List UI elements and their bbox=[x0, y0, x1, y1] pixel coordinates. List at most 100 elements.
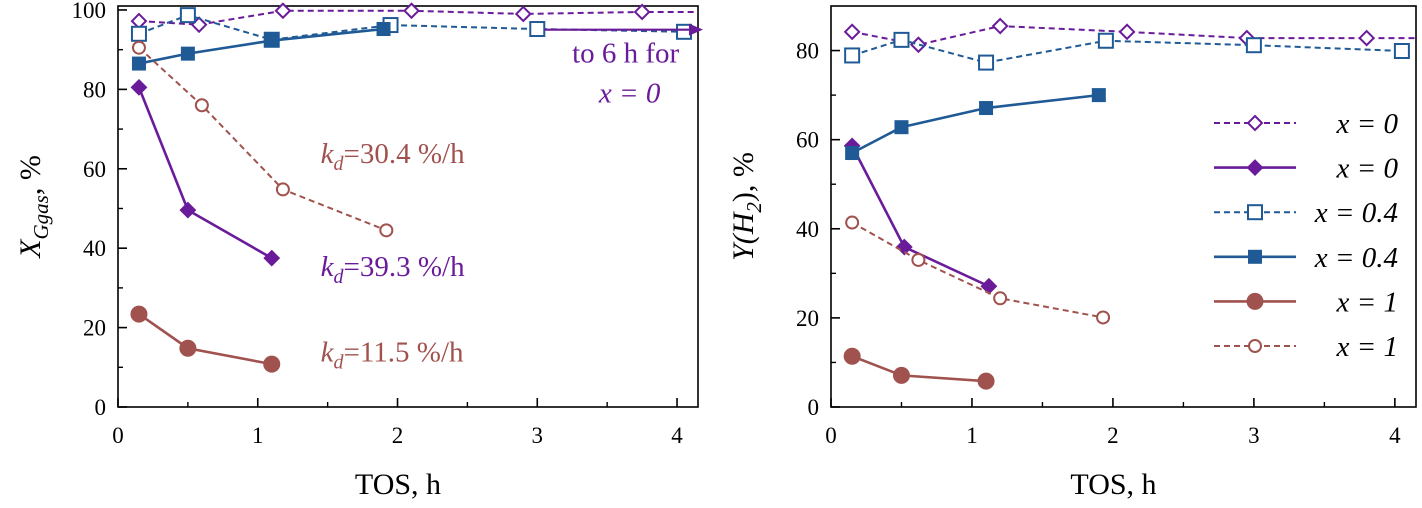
data-point-b_filled bbox=[894, 120, 909, 135]
series-line-r_filled bbox=[138, 313, 272, 366]
data-point-b_filled bbox=[979, 101, 994, 116]
series-line-b_filled bbox=[138, 27, 384, 65]
data-point-r_open bbox=[993, 291, 1008, 306]
data-point-b_filled bbox=[264, 33, 279, 48]
arrow-note: to 6 h for x = 0 bbox=[544, 23, 703, 110]
legend-label: x = 1 bbox=[1336, 331, 1398, 363]
data-point-r_filled bbox=[843, 347, 861, 365]
data-point-b_filled bbox=[376, 22, 391, 37]
legend-marker bbox=[1246, 292, 1264, 310]
y-tick-label: 100 bbox=[72, 0, 107, 23]
x-tick-label: 0 bbox=[825, 423, 837, 448]
data-point-p_open bbox=[843, 23, 861, 41]
series-p_filled bbox=[130, 78, 281, 267]
series-p_open bbox=[843, 17, 1416, 54]
series-line-p_open bbox=[138, 9, 698, 26]
legend-marker bbox=[1247, 204, 1263, 221]
kd-annotation: kd=11.5 %/h bbox=[321, 336, 464, 373]
legend-marker bbox=[1246, 114, 1264, 132]
legend-entry: x = 0.4 bbox=[1214, 242, 1398, 274]
series-line-b_open bbox=[851, 38, 1402, 64]
y-tick-label: 20 bbox=[83, 316, 106, 341]
series-r_open bbox=[131, 40, 394, 238]
arrow-note-line2: x = 0 bbox=[598, 78, 661, 110]
series-line-p_open bbox=[851, 25, 1416, 46]
x-axis-title: TOS, h bbox=[355, 468, 441, 501]
data-point-r_open bbox=[845, 215, 860, 230]
legend-marker bbox=[1248, 339, 1262, 353]
x-tick-label: 1 bbox=[252, 423, 264, 448]
legend-label: x = 0.4 bbox=[1314, 197, 1398, 229]
data-point-p_filled bbox=[980, 277, 998, 295]
data-point-p_filled bbox=[130, 78, 148, 96]
series-line-b_filled bbox=[851, 93, 1099, 155]
x-tick-label: 1 bbox=[966, 423, 978, 448]
data-point-b_open bbox=[978, 54, 995, 71]
data-point-p_filled bbox=[263, 249, 281, 267]
y-tick-label: 60 bbox=[83, 157, 106, 182]
data-point-b_open bbox=[844, 47, 861, 64]
data-point-r_filled bbox=[977, 372, 995, 390]
kd-annotation: kd=30.4 %/h bbox=[321, 138, 465, 175]
y-tick-label: 40 bbox=[796, 217, 819, 242]
x-tick-label: 4 bbox=[671, 423, 683, 448]
plot-frame bbox=[830, 5, 1417, 408]
y-tick-label: 0 bbox=[808, 395, 820, 420]
series-line-p_filled bbox=[137, 86, 273, 260]
x-tick-label: 4 bbox=[1389, 423, 1401, 448]
legend-entry: x = 1 bbox=[1214, 286, 1398, 318]
arrow-head bbox=[688, 23, 703, 36]
legend-entry: x = 0.4 bbox=[1214, 197, 1398, 229]
data-point-r_filled bbox=[263, 355, 281, 373]
data-point-p_open bbox=[274, 2, 292, 20]
data-point-b_filled bbox=[1091, 88, 1106, 103]
series-b_open bbox=[844, 31, 1410, 71]
legend-entry: x = 0 bbox=[1214, 153, 1398, 185]
legend-entry: x = 0 bbox=[1214, 108, 1398, 140]
series-p_open bbox=[130, 2, 698, 34]
y-tick-label: 0 bbox=[95, 395, 107, 420]
data-point-r_open bbox=[275, 182, 290, 197]
data-point-p_open bbox=[991, 17, 1009, 35]
data-point-r_open bbox=[131, 40, 146, 55]
legend: x = 0 x = 0 x = 0.4 x = 0.4 x = 1 x = 1 bbox=[1214, 108, 1398, 363]
y-axis-title: Y(H2), % bbox=[727, 152, 766, 261]
data-point-p_filled bbox=[895, 238, 913, 256]
data-point-p_filled bbox=[179, 201, 197, 219]
x-tick-label: 0 bbox=[112, 423, 124, 448]
legend-marker bbox=[1246, 159, 1264, 177]
legend-label: x = 0 bbox=[1336, 108, 1399, 140]
legend-label: x = 1 bbox=[1336, 286, 1398, 318]
x-tick-label: 3 bbox=[1248, 423, 1260, 448]
data-point-r_open bbox=[379, 223, 394, 238]
series-r_filled bbox=[843, 347, 995, 390]
legend-label: x = 0.4 bbox=[1314, 242, 1398, 274]
y-tick-label: 80 bbox=[796, 39, 819, 64]
data-point-b_filled bbox=[845, 146, 860, 161]
data-point-r_open bbox=[194, 98, 209, 113]
legend-label: x = 0 bbox=[1336, 153, 1399, 185]
data-point-b_open bbox=[893, 31, 910, 48]
data-point-r_filled bbox=[892, 366, 910, 384]
series-b_filled bbox=[845, 88, 1106, 161]
data-point-p_open bbox=[1358, 29, 1376, 47]
y-tick-label: 80 bbox=[83, 77, 106, 102]
series-r_open bbox=[845, 215, 1111, 325]
x-tick-label: 3 bbox=[532, 423, 544, 448]
kd-annotation: kd=39.3 %/h bbox=[321, 251, 465, 288]
legend-entry: x = 1 bbox=[1214, 331, 1398, 363]
data-point-b_filled bbox=[131, 56, 146, 71]
data-point-p_open bbox=[403, 2, 420, 20]
data-point-b_open bbox=[179, 7, 196, 24]
y-tick-label: 20 bbox=[796, 306, 819, 331]
data-point-p_open bbox=[633, 3, 651, 21]
legend-marker bbox=[1248, 249, 1262, 264]
data-point-r_open bbox=[911, 252, 926, 267]
y-tick-label: 60 bbox=[796, 128, 819, 153]
x-axis-title: TOS, h bbox=[1070, 468, 1156, 501]
x-tick-label: 2 bbox=[1107, 423, 1119, 448]
arrow-note-line1: to 6 h for bbox=[572, 38, 679, 70]
